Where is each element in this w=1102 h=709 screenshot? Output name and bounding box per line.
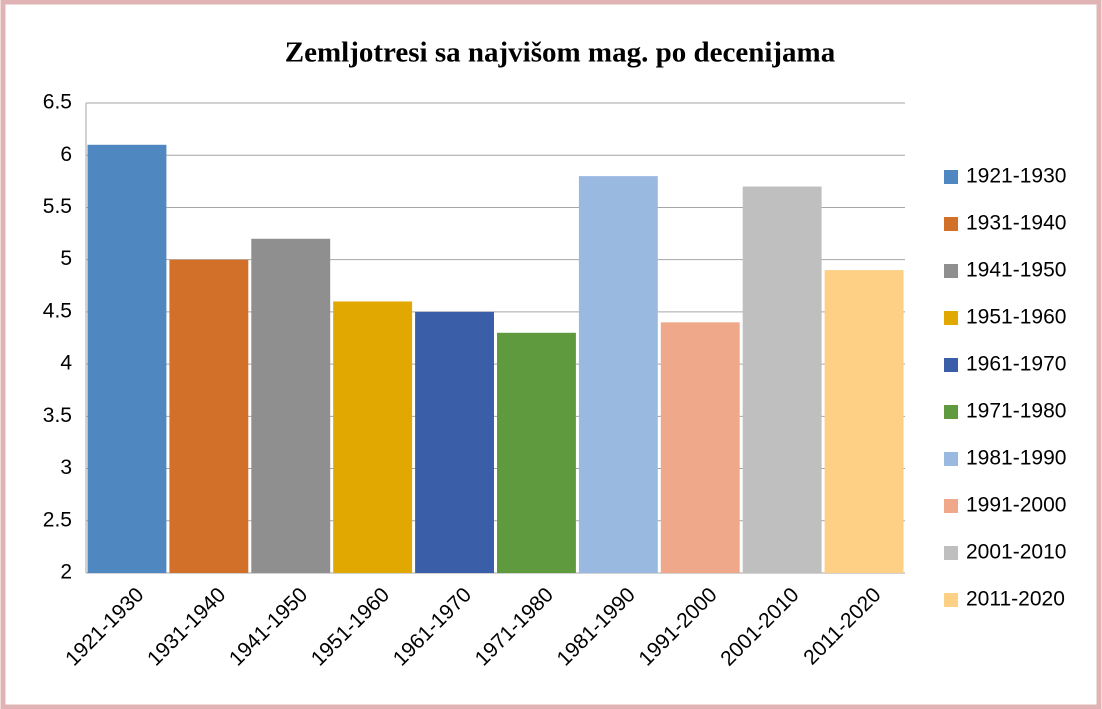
y-tick-label: 6: [60, 143, 72, 166]
legend-label: 1951-1960: [966, 306, 1066, 329]
bar: [497, 332, 576, 573]
bar: [578, 176, 658, 573]
legend-swatch: [944, 546, 958, 560]
legend-label: 1981-1990: [966, 447, 1066, 470]
legend-swatch: [944, 593, 958, 607]
x-tick-label: 1951-1960: [307, 583, 394, 670]
y-tick-label: 2.5: [43, 508, 72, 531]
legend-swatch: [944, 405, 958, 419]
y-tick-label: 4.5: [43, 299, 72, 322]
bar: [333, 301, 413, 573]
bar: [824, 270, 904, 573]
legend-label: 2011-2020: [966, 588, 1065, 611]
legend-swatch: [944, 217, 958, 231]
legend-label: 1971-1980: [966, 400, 1066, 423]
legend-label: 2001-2010: [966, 541, 1066, 564]
y-tick-label: 3: [60, 456, 72, 479]
legend-label: 1991-2000: [966, 494, 1066, 517]
bar: [87, 144, 167, 573]
legend-swatch: [944, 452, 958, 466]
y-tick-label: 5: [60, 247, 72, 270]
y-tick-label: 4: [60, 352, 72, 375]
legend-swatch: [944, 311, 958, 325]
legend-swatch: [944, 264, 958, 278]
bar: [251, 238, 331, 573]
legend-swatch: [944, 358, 958, 372]
x-tick-label: 1981-1990: [553, 583, 640, 670]
bar: [742, 186, 822, 574]
x-tick-label: 1921-1930: [61, 583, 148, 670]
x-tick-label: 2001-2010: [716, 583, 803, 670]
legend-label: 1961-1970: [966, 353, 1066, 376]
bar: [660, 322, 740, 573]
legend-label: 1931-1940: [966, 212, 1066, 235]
x-tick-label: 1941-1950: [225, 583, 312, 670]
y-tick-label: 2: [60, 561, 72, 584]
bar: [169, 259, 249, 573]
x-tick-label: 1961-1970: [389, 583, 476, 670]
x-tick-label: 1991-2000: [634, 583, 721, 670]
chart-title: Zemljotresi sa najvišom mag. po decenija…: [285, 37, 836, 69]
x-tick-label: 1931-1940: [143, 583, 230, 670]
y-tick-label: 3.5: [43, 404, 72, 427]
legend-swatch: [944, 499, 958, 513]
x-tick-label: 1971-1980: [471, 583, 558, 670]
bar: [415, 311, 494, 573]
y-tick-label: 6.5: [43, 91, 72, 114]
y-tick-label: 5.5: [43, 195, 72, 218]
x-tick-label: 2011-2020: [799, 583, 885, 669]
legend-swatch: [944, 170, 958, 184]
legend-label: 1941-1950: [966, 259, 1066, 282]
legend-label: 1921-1930: [966, 165, 1066, 188]
